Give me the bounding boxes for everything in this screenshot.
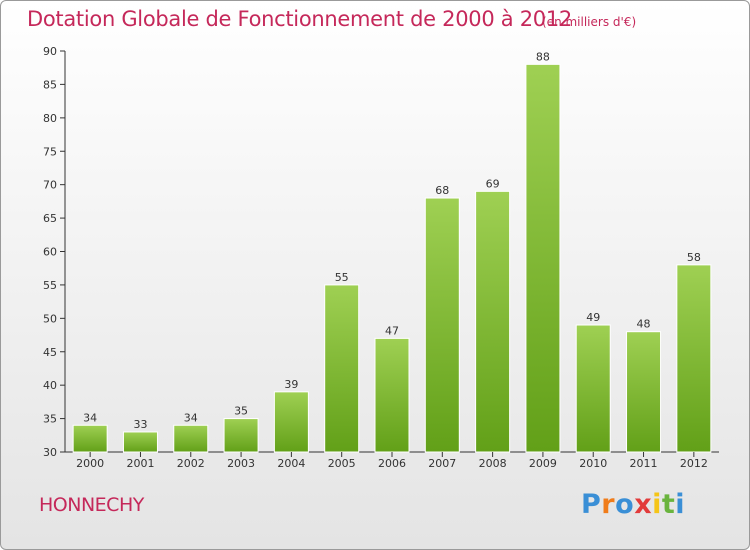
y-axis: 30 35 40 45 50 55 60 65 70 75 80 85 90 (43, 45, 719, 459)
x-tick-label-2006: 2006 (378, 457, 406, 470)
y-tick-label: 80 (43, 112, 57, 125)
proxiti-logo: Proxiti (581, 489, 685, 520)
x-tick-label-2009: 2009 (529, 457, 557, 470)
bar-2009 (525, 63, 561, 453)
x-tick-label-2003: 2003 (227, 457, 255, 470)
y-tick-label: 50 (43, 312, 57, 325)
bar-2010 (575, 324, 611, 453)
logo-letter: o (615, 489, 635, 520)
chart-subtitle: (en milliers d'€) (542, 15, 637, 29)
data-label-2002: 34 (184, 411, 198, 424)
bar-2004 (273, 391, 309, 453)
y-tick-label: 40 (43, 379, 57, 392)
data-label-2003: 35 (234, 405, 248, 418)
x-tick-label-2012: 2012 (680, 457, 708, 470)
commune-name: HONNECHY (39, 494, 144, 516)
bar-2007 (424, 197, 460, 453)
data-label-2006: 47 (385, 324, 399, 337)
y-tick-label: 90 (43, 45, 57, 58)
bar-2012 (676, 264, 712, 453)
x-tick-label-2002: 2002 (177, 457, 205, 470)
data-label-2010: 49 (586, 311, 600, 324)
data-label-2011: 48 (637, 318, 651, 331)
x-tick-label-2005: 2005 (328, 457, 356, 470)
logo-letter: x (634, 489, 653, 520)
x-tick-label-2004: 2004 (277, 457, 305, 470)
x-tick-label-2008: 2008 (479, 457, 507, 470)
x-tick-label-2007: 2007 (428, 457, 456, 470)
logo-letter: i (652, 489, 662, 520)
logo-letter: r (601, 489, 616, 520)
chart-title: Dotation Globale de Fonctionnement de 20… (27, 7, 572, 31)
data-label-2007: 68 (435, 184, 449, 197)
y-tick-label: 35 (43, 413, 57, 426)
bar-2000 (72, 424, 108, 453)
x-axis: 2000 2001 2002 2003 2004 2005 2006 2007 2008 2009… (76, 452, 708, 470)
data-label-2000: 34 (83, 411, 97, 424)
y-tick-label: 85 (43, 78, 57, 91)
y-tick-label: 75 (43, 145, 57, 158)
bar-2011 (626, 331, 662, 453)
bar-2008 (475, 190, 511, 453)
bar-2002 (173, 424, 209, 453)
y-tick-label: 55 (43, 279, 57, 292)
x-tick-label-2010: 2010 (579, 457, 607, 470)
data-label-2012: 58 (687, 251, 701, 264)
x-tick-label-2000: 2000 (76, 457, 104, 470)
x-tick-label-2011: 2011 (630, 457, 658, 470)
x-tick-label-2001: 2001 (126, 457, 154, 470)
logo-letter: i (675, 489, 686, 520)
data-label-2009: 88 (536, 50, 550, 63)
data-label-2001: 33 (133, 418, 147, 431)
data-label-2005: 55 (335, 271, 349, 284)
data-label-2008: 69 (486, 177, 500, 190)
data-label-2004: 39 (284, 378, 298, 391)
y-tick-label: 45 (43, 346, 57, 359)
bar-2001 (122, 431, 158, 453)
y-tick-label: 60 (43, 246, 57, 259)
bar-2005 (324, 284, 360, 453)
y-tick-label: 65 (43, 212, 57, 225)
bar-2006 (374, 337, 410, 453)
y-tick-label: 70 (43, 179, 57, 192)
bar-2003 (223, 418, 259, 453)
logo-letter: t (661, 489, 676, 520)
y-tick-label: 30 (43, 446, 57, 459)
bars: 34 33 34 35 39 55 47 68 69 88 49 48 58 (72, 50, 712, 453)
logo-letter: P (581, 489, 602, 520)
